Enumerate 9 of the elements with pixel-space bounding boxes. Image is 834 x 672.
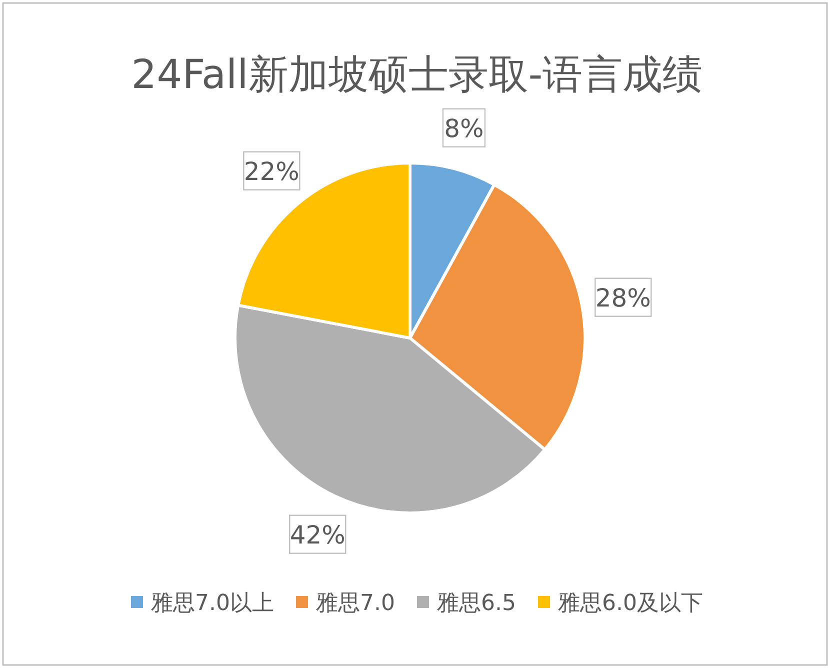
data-label: 8% <box>444 114 484 143</box>
data-label: 42% <box>290 520 346 550</box>
legend-label: 雅思7.0以上 <box>151 591 274 616</box>
legend-label: 雅思6.0及以下 <box>558 591 703 616</box>
data-label: 28% <box>595 283 651 312</box>
chart-title: 24Fall新加坡硕士录取-语言成绩 <box>131 52 703 98</box>
data-label: 22% <box>244 156 300 186</box>
legend-label: 雅思6.5 <box>437 591 516 616</box>
legend-label: 雅思7.0 <box>316 591 395 616</box>
